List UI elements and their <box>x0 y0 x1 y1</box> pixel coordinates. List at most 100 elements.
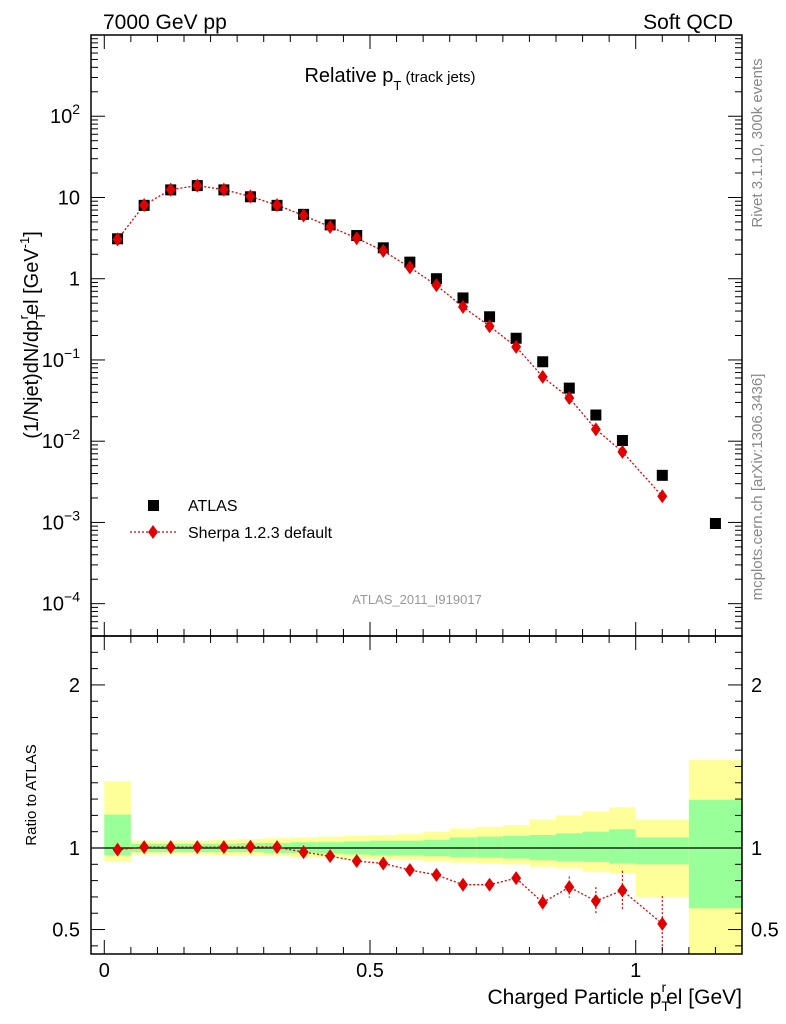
sherpa-point <box>590 422 601 437</box>
legend-sherpa-label: Sherpa 1.2.3 default <box>188 525 333 542</box>
ratio-ticks <box>91 635 743 954</box>
sherpa-point <box>298 208 309 223</box>
ratio-sherpa-point <box>657 916 668 931</box>
main-y-tick-label: 10−2 <box>42 426 80 453</box>
atlas-point <box>563 382 575 394</box>
atlas-point <box>537 356 549 368</box>
ratio-band-inner <box>449 837 477 857</box>
x-tick-labels: 0 0.5 1 <box>99 960 642 982</box>
main-y-tick-label: 102 <box>50 101 80 128</box>
ratio-y-tick-labels: 0.5 1 2 <box>52 675 80 942</box>
ratio-y-tick-label-right: 0.5 <box>751 920 779 942</box>
legend-atlas-label: ATLAS <box>188 498 238 515</box>
header-left: 7000 GeV pp <box>103 11 227 34</box>
ratio-sherpa-point <box>272 840 282 855</box>
sherpa-point <box>484 319 495 334</box>
ratio-sherpa-point <box>165 840 176 855</box>
ratio-uncertainty-bands <box>104 759 742 954</box>
ratio-sherpa-point <box>537 895 548 910</box>
sherpa-point <box>378 243 389 258</box>
sherpa-point <box>657 489 668 504</box>
ratio-sherpa-point <box>431 867 442 882</box>
ratio-sherpa-point <box>245 839 256 854</box>
main-title: Relative pT (track jets) <box>304 65 475 93</box>
main-y-tick-label: 10−4 <box>42 589 80 616</box>
legend-atlas-marker <box>148 500 159 511</box>
header-right: Soft QCD <box>643 11 733 34</box>
ratio-sherpa-point <box>404 863 415 878</box>
atlas-point <box>510 332 522 344</box>
ratio-y-tick-label: 2 <box>69 675 80 697</box>
main-y-axis-label: (1/Njet)dN/dpTrel [GeV-1] <box>16 231 48 439</box>
sherpa-point <box>165 182 176 197</box>
ratio-sherpa-point <box>192 840 203 855</box>
main-y-tick-labels: 10−4 10−3 10−2 10−1 1 10 102 <box>42 101 80 615</box>
ratio-sherpa-point <box>458 877 468 892</box>
ratio-y-tick-labels-right: 0.5 1 2 <box>751 675 779 942</box>
atlas-point <box>616 434 628 446</box>
sherpa-point <box>511 339 522 354</box>
ratio-band-inner <box>556 833 583 862</box>
sherpa-point <box>112 232 123 247</box>
ratio-y-axis-label: Ratio to ATLAS <box>23 744 40 845</box>
sherpa-point <box>617 444 628 459</box>
ratio-sherpa-point <box>325 849 336 864</box>
ratio-sherpa-line <box>117 846 663 925</box>
main-y-tick-label: 10−3 <box>42 507 80 534</box>
main-y-tick-label: 10−1 <box>42 345 80 372</box>
ratio-sherpa-point <box>484 877 495 892</box>
ratio-y-tick-label: 1 <box>69 838 80 860</box>
mcplots-label: mcplots.cern.ch [arXiv:1306.3436] <box>749 374 766 601</box>
legend-sherpa-marker <box>148 525 158 539</box>
ratio-band-inner <box>582 831 610 862</box>
analysis-tag: ATLAS_2011_I919017 <box>352 592 482 607</box>
legend: ATLAS Sherpa 1.2.3 default <box>130 498 333 542</box>
ratio-sherpa-point <box>511 871 522 886</box>
x-axis-label: Charged Particle pTrel [GeV] <box>487 979 742 1014</box>
ratio-y-tick-label-right: 1 <box>751 838 762 860</box>
sherpa-point <box>139 198 150 213</box>
ratio-sherpa-point <box>112 842 123 857</box>
atlas-point <box>457 292 469 304</box>
ratio-band-inner <box>609 829 636 864</box>
atlas-point <box>484 311 496 323</box>
ratio-sherpa-point <box>564 880 575 895</box>
ratio-band-inner <box>476 836 503 858</box>
ratio-band-inner <box>688 799 742 909</box>
sherpa-point <box>431 278 442 293</box>
sherpa-point <box>218 182 229 197</box>
sherpa-point <box>325 219 336 234</box>
ratio-sherpa-point <box>378 856 389 871</box>
atlas-point <box>656 469 668 481</box>
ratio-sherpa-point <box>139 840 150 855</box>
ratio-sherpa-point <box>617 883 628 898</box>
sherpa-point <box>564 391 575 406</box>
ratio-band-inner <box>635 837 689 865</box>
sherpa-point <box>537 369 548 384</box>
main-ticks <box>91 34 743 637</box>
ratio-y-tick-label-right: 2 <box>751 675 762 697</box>
sherpa-point <box>245 189 256 204</box>
atlas-point <box>709 518 721 530</box>
sherpa-line <box>117 184 663 497</box>
ratio-band-inner <box>502 835 530 859</box>
ratio-panel: 0.5 1 2 0.5 1 2 0 0.5 1 Ratio to ATLAS Charged… <box>23 635 779 1014</box>
x-tick-label: 0 <box>99 960 110 982</box>
x-tick-label: 1 <box>630 960 641 982</box>
atlas-point <box>590 409 602 421</box>
main-panel: 10−4 10−3 10−2 10−1 1 10 102 Relative pT (trac… <box>16 34 743 637</box>
x-tick-label: 0.5 <box>356 960 384 982</box>
main-y-tick-label: 10 <box>58 187 80 209</box>
ratio-sherpa-point <box>218 840 229 855</box>
rivet-label: Rivet 3.1.10, 300k events <box>749 58 766 227</box>
ratio-sherpa-point <box>590 894 601 908</box>
sherpa-point <box>458 299 468 314</box>
main-frame <box>90 34 743 637</box>
ratio-sherpa-point <box>298 845 309 860</box>
sherpa-point <box>404 260 415 275</box>
ratio-sherpa-point <box>351 854 362 869</box>
sherpa-point <box>351 231 362 246</box>
ratio-frame <box>90 635 743 955</box>
main-y-tick-label: 1 <box>69 269 80 291</box>
